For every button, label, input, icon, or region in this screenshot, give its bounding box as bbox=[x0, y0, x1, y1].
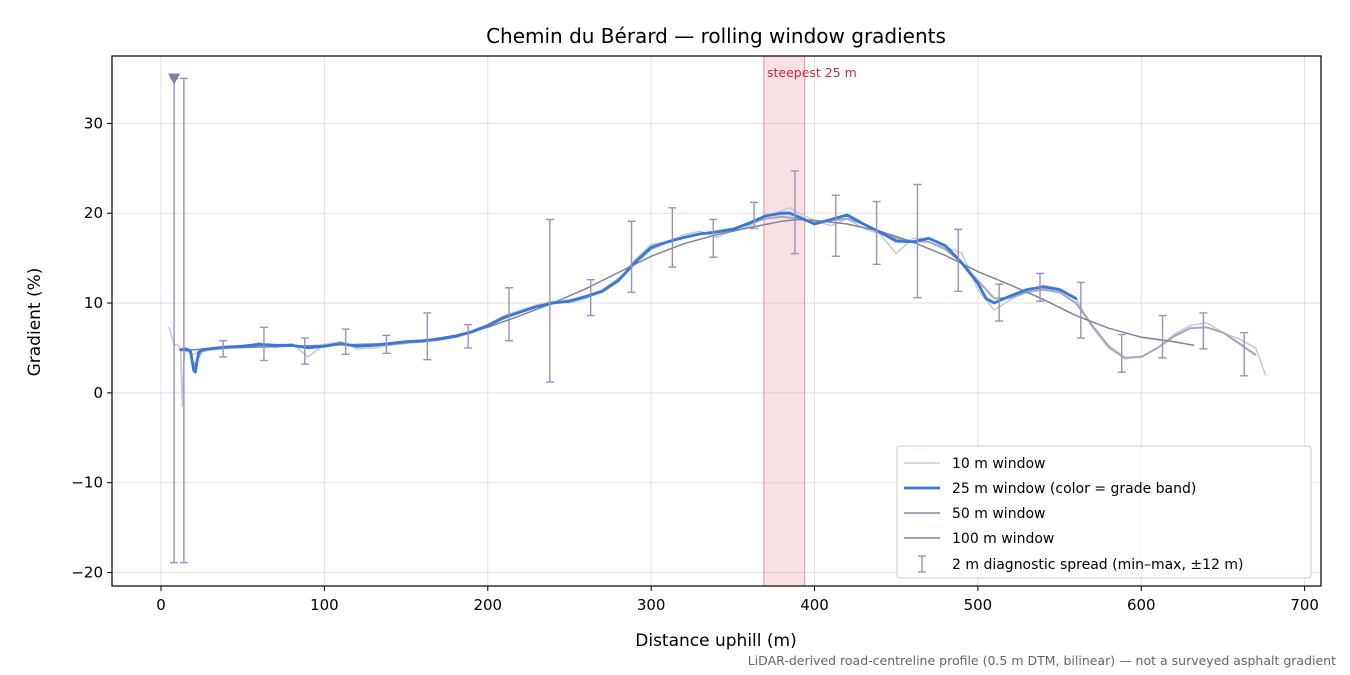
x-tick-label-300: 300 bbox=[637, 596, 666, 614]
spread-errorbar-17 bbox=[831, 194, 840, 258]
spread-errorbar-8 bbox=[464, 323, 473, 349]
spread-errorbar-4 bbox=[300, 337, 309, 365]
spread-errorbar-18 bbox=[872, 200, 881, 266]
spread-errorbar-22 bbox=[1035, 272, 1044, 302]
highlight-band-group bbox=[763, 55, 806, 587]
y-axis-ticks: −20 −10 0 10 20 30 bbox=[71, 114, 112, 582]
spread-errorbar-14 bbox=[709, 218, 718, 258]
spread-errorbar-13 bbox=[668, 207, 677, 268]
spread-errorbar-12 bbox=[627, 220, 636, 293]
spread-errorbar-19 bbox=[913, 183, 922, 299]
spread-errorbar-25 bbox=[1158, 314, 1167, 359]
y-axis-title: Gradient (%) bbox=[25, 268, 45, 377]
highlight-band-label: steepest 25 m bbox=[767, 65, 857, 80]
spread-errorbar-23 bbox=[1076, 281, 1085, 339]
legend-label-4: 100 m window bbox=[952, 531, 1054, 547]
marker-group bbox=[168, 73, 181, 85]
y-tick-label-0: 0 bbox=[93, 384, 103, 402]
spread-errorbar-26 bbox=[1199, 312, 1208, 350]
legend-label-5: 2 m diagnostic spread (min–max, ±12 m) bbox=[952, 557, 1243, 573]
spread-errorbar-15 bbox=[750, 201, 759, 230]
x-tick-label-0: 0 bbox=[156, 596, 166, 614]
series-100m-window-line bbox=[179, 218, 1195, 352]
spread-errorbar-2 bbox=[219, 340, 228, 358]
y-tick-label-30: 30 bbox=[84, 114, 103, 132]
spread-errorbar-7 bbox=[423, 312, 432, 361]
legend-label-3: 50 m window bbox=[952, 506, 1045, 522]
spread-errorbar-3 bbox=[259, 326, 268, 362]
y-tick-label-10: 10 bbox=[84, 294, 103, 312]
x-tick-label-400: 400 bbox=[800, 596, 829, 614]
spread-errorbar-1 bbox=[179, 77, 188, 564]
x-axis-ticks: 0 100 200 300 400 500 600 700 bbox=[156, 586, 1319, 614]
spread-errorbar-21 bbox=[995, 283, 1004, 322]
x-tick-label-100: 100 bbox=[310, 596, 339, 614]
spread-errorbar-10 bbox=[545, 218, 554, 383]
spread-errorbar-6 bbox=[382, 334, 391, 355]
chart-title: Chemin du Bérard — rolling window gradie… bbox=[486, 24, 946, 48]
x-tick-label-500: 500 bbox=[964, 596, 993, 614]
y-tick-label--10: −10 bbox=[71, 474, 103, 492]
steepest-25m-band bbox=[763, 55, 806, 587]
y-tick-label--20: −20 bbox=[71, 564, 103, 582]
legend-box bbox=[896, 445, 1312, 579]
legend-swatch-5 bbox=[918, 555, 926, 573]
spread-errorbar-11 bbox=[586, 278, 595, 317]
spread-errorbar-16 bbox=[790, 170, 799, 255]
y-tick-label-20: 20 bbox=[84, 204, 103, 222]
x-tick-label-600: 600 bbox=[1127, 596, 1156, 614]
spread-errorbar-20 bbox=[954, 228, 963, 293]
x-axis-title: Distance uphill (m) bbox=[635, 631, 796, 651]
outlier-triangle-marker bbox=[168, 73, 181, 85]
spread-errorbar-5 bbox=[341, 328, 350, 355]
spread-errorbar-24 bbox=[1117, 333, 1126, 373]
legend: 10 m window 25 m window (color = grade ba… bbox=[896, 445, 1312, 579]
plot-area-frame bbox=[111, 55, 1322, 587]
spread-errorbar-9 bbox=[505, 287, 514, 342]
spread-errorbar-27 bbox=[1240, 331, 1249, 377]
x-tick-label-700: 700 bbox=[1290, 596, 1319, 614]
x-tick-label-200: 200 bbox=[473, 596, 502, 614]
footer-note: LiDAR-derived road-centreline profile (0… bbox=[748, 653, 1336, 668]
legend-label-1: 10 m window bbox=[952, 456, 1045, 472]
legend-label-2: 25 m window (color = grade band) bbox=[952, 481, 1196, 497]
